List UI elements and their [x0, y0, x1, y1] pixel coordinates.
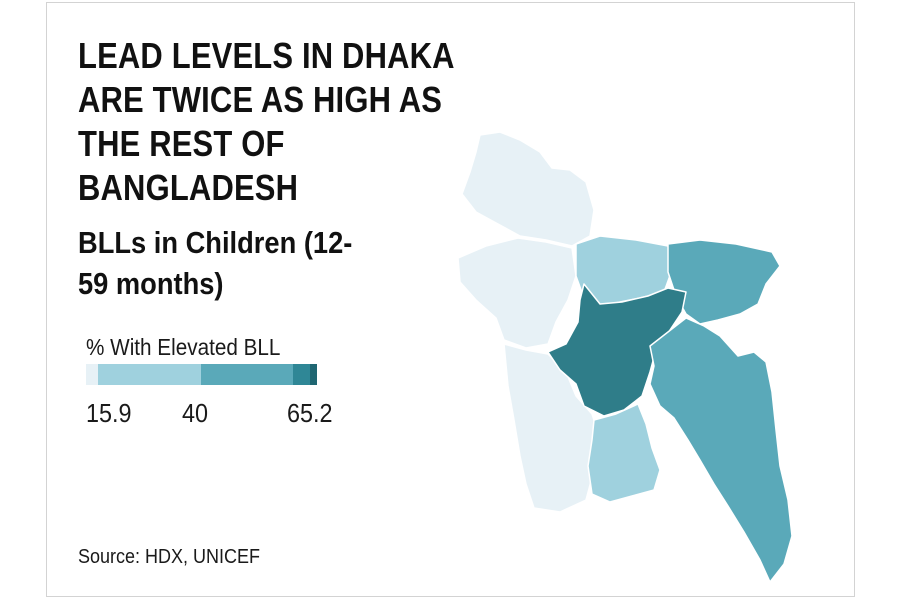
legend-min-label: 15.9	[86, 398, 132, 428]
region-rangpur	[461, 131, 595, 247]
region-chittagong	[649, 317, 793, 583]
legend-mid-label: 40	[182, 398, 209, 428]
legend-color-bar	[86, 364, 317, 385]
chart-subtitle: BLLs in Children (12-59 months)	[78, 225, 353, 301]
legend-title: % With Elevated BLL	[86, 334, 281, 360]
legend-swatch-4	[293, 364, 310, 385]
legend-max-label: 65.2	[287, 398, 333, 428]
source-note: Source: HDX, UNICEF	[78, 546, 261, 568]
legend-swatch-3	[201, 364, 293, 385]
region-barisal	[587, 403, 661, 503]
region-rajshahi	[457, 237, 577, 349]
chart-title: LEAD LEVELS IN DHAKA ARE TWICE AS HIGH A…	[78, 35, 454, 208]
region-sylhet	[667, 239, 781, 325]
legend-swatch-2	[98, 364, 201, 385]
chart-frame	[46, 2, 855, 597]
legend-swatch-1	[86, 364, 98, 385]
legend-swatch-5	[310, 364, 317, 385]
region-dhaka	[547, 283, 687, 417]
